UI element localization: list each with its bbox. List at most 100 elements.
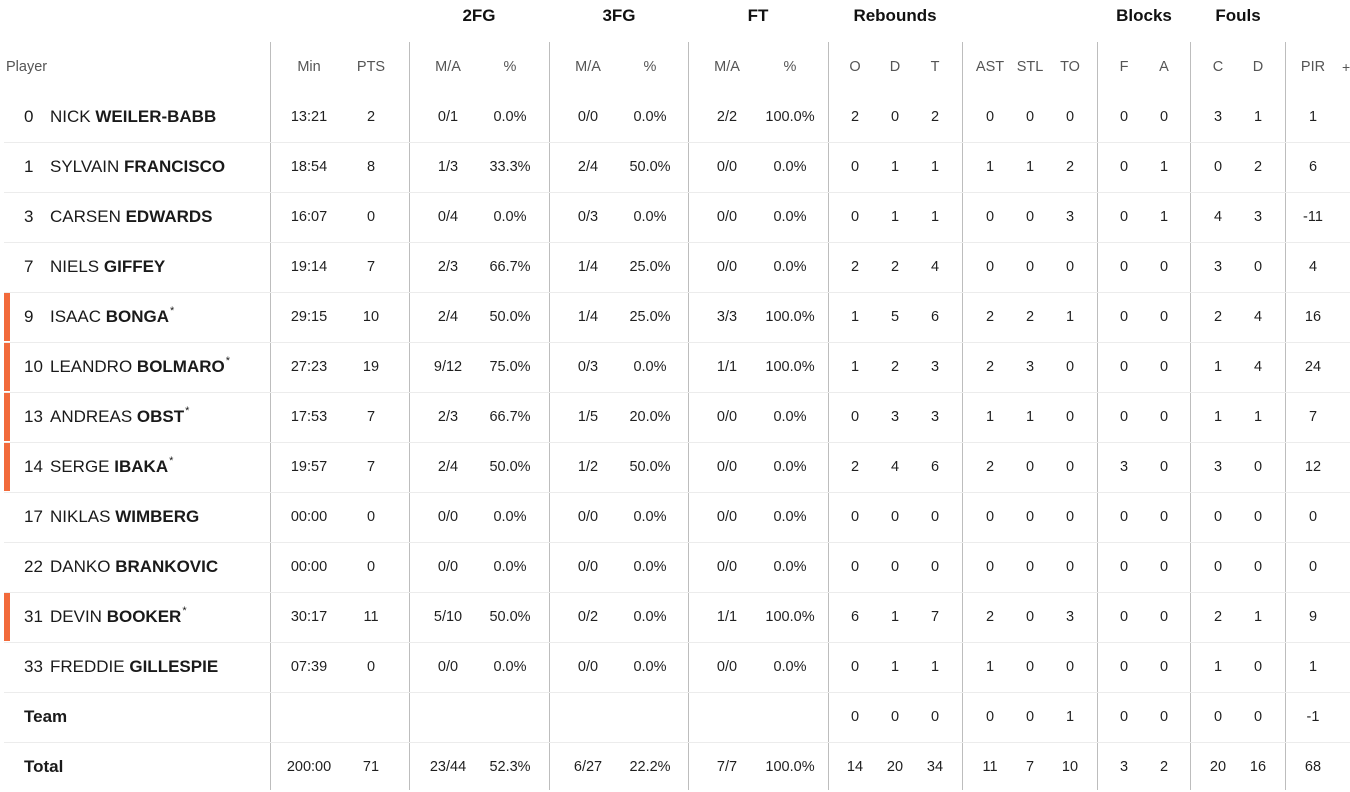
total-row: Total 200:00 71 23/44 52.3% 6/27 22.2% 7/7 100.0… (4, 742, 1350, 792)
column-header-reb_t[interactable]: T (930, 59, 940, 75)
column-header-fg2_pct[interactable]: % (503, 59, 517, 75)
player-row[interactable]: 31 DEVIN BOOKER* 30:17 11 5/10 50.0% 0/2 0.0% 1/… (4, 592, 1350, 643)
player-row[interactable]: 1 SYLVAIN FRANCISCO 18:54 8 1/3 33.3% 2/4 50.0%… (4, 142, 1350, 193)
player-last-name: GILLESPIE (129, 657, 219, 676)
stat-reb-t: 7 (930, 609, 940, 625)
column-header-ft_ma[interactable]: M/A (714, 59, 740, 75)
player-row[interactable]: 22 DANKO BRANKOVIC 00:00 0 0/0 0.0% 0/0 0.0% 0/0… (4, 542, 1350, 593)
player-name-link[interactable]: 3 CARSEN EDWARDS (24, 192, 213, 242)
stat-blk-a: 0 (1159, 709, 1169, 725)
stat-ast: 0 (985, 209, 995, 225)
table-header-row: Player Min PTS M/A% M/A% M/A% O D T AST STL TO F A C D P… (4, 42, 1350, 92)
player-name-link[interactable]: 17 NIKLAS WIMBERG (24, 492, 199, 542)
column-header-blk_a[interactable]: A (1159, 59, 1169, 75)
stat-foul-c: 2 (1213, 309, 1223, 325)
stat-ft-pct: 0.0% (773, 509, 807, 525)
stat-fg2-ma: 2/3 (437, 409, 459, 425)
column-header-stl[interactable]: STL (1016, 59, 1044, 75)
column-header-reb_o[interactable]: O (849, 59, 861, 75)
player-name-link[interactable]: 22 DANKO BRANKOVIC (24, 542, 218, 592)
stat-ft-pct: 100.0% (765, 609, 815, 625)
stat-min: 16:07 (290, 209, 328, 225)
column-header-to[interactable]: TO (1060, 59, 1080, 75)
column-header-ast[interactable]: AST (975, 59, 1005, 75)
stat-reb-o: 0 (850, 509, 860, 525)
stat-fg3-ma: 0/0 (577, 659, 599, 675)
column-header-fg2_ma[interactable]: M/A (435, 59, 461, 75)
column-header-foul_d[interactable]: D (1252, 59, 1264, 75)
player-number: 33 (24, 657, 43, 676)
stat-to: 0 (1065, 559, 1075, 575)
stat-foul-c: 0 (1213, 709, 1223, 725)
player-row[interactable]: 7 NIELS GIFFEY 19:14 7 2/3 66.7% 1/4 25.0% 0/0 0.… (4, 242, 1350, 293)
stat-reb-t: 0 (930, 559, 940, 575)
column-header-reb_d[interactable]: D (889, 59, 901, 75)
stat-reb-d: 0 (890, 509, 900, 525)
stat-fg3-pct: 50.0% (629, 159, 671, 175)
player-name-link[interactable]: 14 SERGE IBAKA* (24, 442, 173, 492)
column-header-foul_c[interactable]: C (1212, 59, 1224, 75)
column-header-blk_f[interactable]: F (1119, 59, 1129, 75)
player-row[interactable]: 10 LEANDRO BOLMARO* 27:23 19 9/12 75.0% 0/3 0.0… (4, 342, 1350, 393)
plus-icon[interactable]: + (1342, 59, 1350, 75)
stat-reb-d: 4 (890, 459, 900, 475)
stat-blk-f: 0 (1119, 309, 1129, 325)
column-header-fg3_ma[interactable]: M/A (575, 59, 601, 75)
player-row[interactable]: 0 NICK WEILER-BABB 13:21 2 0/1 0.0% 0/0 0.0% 2/2… (4, 92, 1350, 143)
player-row[interactable]: 9 ISAAC BONGA* 29:15 10 2/4 50.0% 1/4 25.0% 3/3 1… (4, 292, 1350, 343)
stat-pts: 11 (363, 609, 379, 625)
stat-fg2-ma: 0/0 (437, 659, 459, 675)
stat-ast: 0 (985, 109, 995, 125)
stat-stl: 1 (1025, 409, 1035, 425)
player-name-link[interactable]: 7 NIELS GIFFEY (24, 242, 165, 292)
stat-fg3-ma: 0/0 (577, 559, 599, 575)
player-name-link[interactable]: 1 SYLVAIN FRANCISCO (24, 142, 225, 192)
stat-reb-d: 2 (890, 259, 900, 275)
group-label-3fg: 3FG (602, 6, 636, 25)
player-first-name: CARSEN (50, 207, 121, 226)
stat-fg2-ma: 2/4 (437, 309, 459, 325)
column-header-pts[interactable]: PTS (356, 59, 386, 75)
stat-fg2-ma: 2/4 (437, 459, 459, 475)
player-row[interactable]: 14 SERGE IBAKA* 19:57 7 2/4 50.0% 1/2 50.0% 0/0 0… (4, 442, 1350, 493)
player-name-link[interactable]: 31 DEVIN BOOKER* (24, 592, 187, 642)
column-header-fg3_pct[interactable]: % (643, 59, 657, 75)
stat-reb-d: 1 (890, 659, 900, 675)
column-header-ft_pct[interactable]: % (783, 59, 797, 75)
stat-fg2-pct: 33.3% (489, 159, 531, 175)
stat-fg2-ma: 2/3 (437, 259, 459, 275)
stat-reb-d: 20 (886, 759, 904, 775)
stat-ast: 0 (985, 709, 995, 725)
player-row[interactable]: 17 NIKLAS WIMBERG 00:00 0 0/0 0.0% 0/0 0.0% 0/0 0… (4, 492, 1350, 543)
stat-blk-f: 0 (1119, 659, 1129, 675)
column-header-player[interactable]: Player (6, 59, 48, 75)
stat-fg2-pct: 66.7% (489, 409, 531, 425)
stat-blk-f: 0 (1119, 509, 1129, 525)
stat-fg3-pct: 25.0% (629, 259, 671, 275)
player-row[interactable]: 3 CARSEN EDWARDS 16:07 0 0/4 0.0% 0/3 0.0% 0/0 0.… (4, 192, 1350, 243)
stat-foul-c: 0 (1213, 559, 1223, 575)
player-name-link[interactable]: 0 NICK WEILER-BABB (24, 92, 216, 142)
player-last-name: BOOKER (106, 607, 182, 626)
player-name-link[interactable]: 33 FREDDIE GILLESPIE (24, 642, 218, 692)
stat-stl: 0 (1025, 259, 1035, 275)
player-first-name: DEVIN (50, 607, 102, 626)
stat-blk-a: 0 (1159, 559, 1169, 575)
player-name-link[interactable]: 9 ISAAC BONGA* (24, 292, 174, 342)
stat-ft-pct: 0.0% (773, 559, 807, 575)
group-label-blocks: Blocks (1116, 6, 1172, 25)
column-header-min[interactable]: Min (297, 59, 321, 75)
stat-fg2-ma: 9/12 (433, 359, 463, 375)
player-last-name: BONGA (105, 307, 170, 326)
player-last-name: GIFFEY (103, 257, 166, 276)
column-header-pir[interactable]: PIR (1300, 59, 1326, 75)
player-row[interactable]: 13 ANDREAS OBST* 17:53 7 2/3 66.7% 1/5 20.0% 0/0… (4, 392, 1350, 443)
player-row[interactable]: 33 FREDDIE GILLESPIE 07:39 0 0/0 0.0% 0/0 0.0% 0… (4, 642, 1350, 693)
player-name-link[interactable]: 10 LEANDRO BOLMARO* (24, 342, 230, 392)
player-name-link[interactable]: 13 ANDREAS OBST* (24, 392, 189, 442)
stat-reb-o: 6 (850, 609, 860, 625)
stat-blk-a: 0 (1159, 609, 1169, 625)
stat-reb-t: 4 (930, 259, 940, 275)
stat-fg3-pct: 0.0% (633, 609, 667, 625)
stat-fg3-ma: 1/2 (577, 459, 599, 475)
